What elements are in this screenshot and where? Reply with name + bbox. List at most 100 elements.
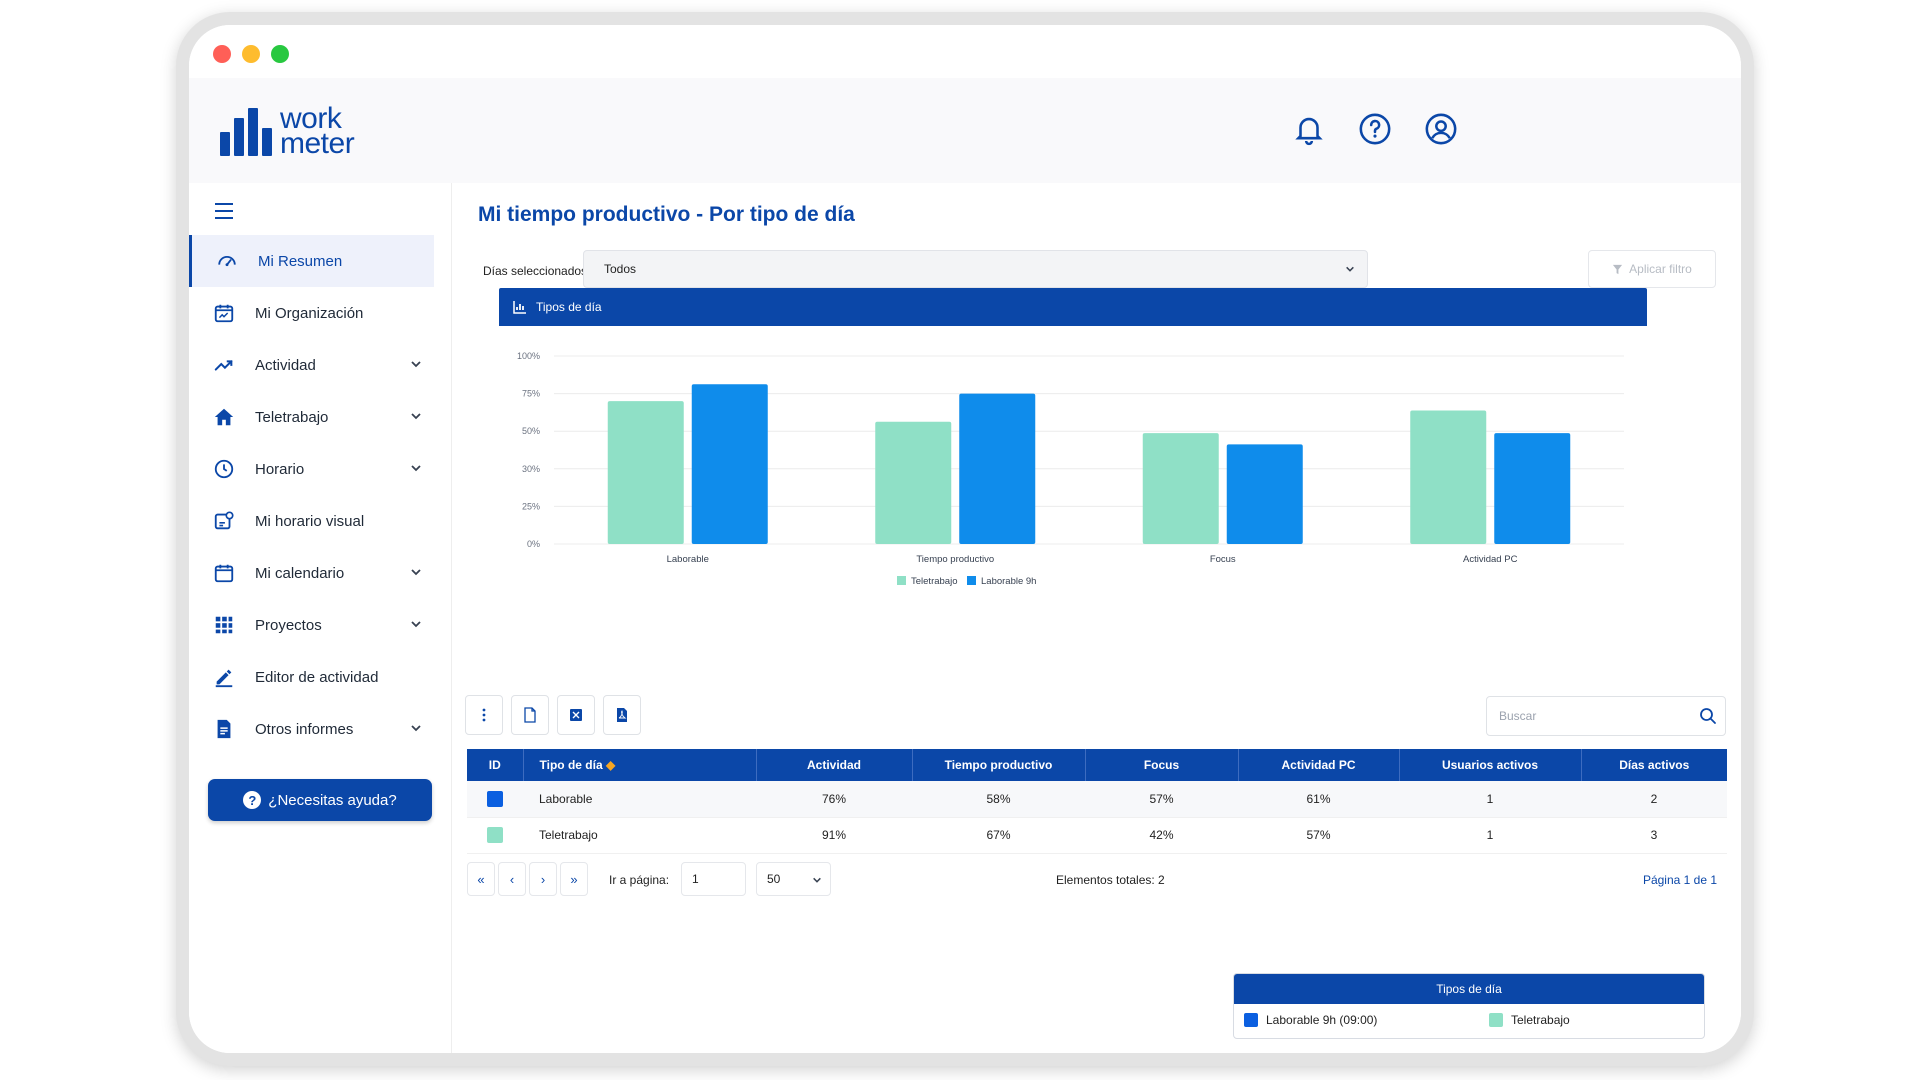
sidebar-item-editor-de-actividad[interactable]: Editor de actividad xyxy=(189,651,434,703)
sidebar-item-label: Teletrabajo xyxy=(255,408,329,426)
user-circle-icon[interactable] xyxy=(1424,112,1458,146)
x-tick-label: Actividad PC xyxy=(1463,554,1518,565)
chart-title: Tipos de día xyxy=(536,300,602,314)
filter-bar: Días seleccionados Todos xyxy=(473,238,1473,296)
logo-bars-icon xyxy=(220,108,272,156)
col-header-dias[interactable]: Días activos xyxy=(1581,749,1727,781)
cell-tiempo: 67% xyxy=(912,817,1085,854)
visual-schedule-icon xyxy=(214,511,234,530)
hamburger-menu-icon[interactable] xyxy=(215,203,233,224)
sidebar-item-label: Mi Resumen xyxy=(258,252,343,270)
search-icon[interactable] xyxy=(1699,707,1717,725)
cell-focus: 57% xyxy=(1085,781,1238,818)
sidebar-nav: Mi Resumen Mi Organización Actividad Tel… xyxy=(189,235,434,755)
col-header-pc[interactable]: Actividad PC xyxy=(1238,749,1400,781)
row-color-swatch xyxy=(487,790,503,807)
legend-label: Teletrabajo xyxy=(1511,1013,1570,1027)
report-icon xyxy=(217,719,231,739)
export-file-button[interactable] xyxy=(511,695,549,735)
question-icon: ? xyxy=(243,791,262,809)
sidebar-item-proyectos[interactable]: Proyectos xyxy=(189,599,434,651)
col-header-usuarios[interactable]: Usuarios activos xyxy=(1399,749,1582,781)
y-tick-label: 50% xyxy=(522,426,540,436)
export-pdf-button[interactable] xyxy=(603,695,641,735)
y-tick-label: 25% xyxy=(522,501,540,511)
sidebar-item-teletrabajo[interactable]: Teletrabajo xyxy=(189,391,434,443)
col-header-tipo-label: Tipo de día xyxy=(539,758,603,772)
sidebar-item-label: Actividad xyxy=(255,356,316,374)
sidebar-item-label: Mi calendario xyxy=(255,564,345,582)
pencil-icon xyxy=(215,669,233,688)
table-row[interactable]: Teletrabajo 91% 67% 42% 57% 1 3 xyxy=(467,817,1727,854)
excel-icon xyxy=(570,709,582,721)
legend-item: Teletrabajo xyxy=(1489,1013,1570,1027)
pagination: « ‹ › » Ir a página: 1 50 Elementos tota… xyxy=(467,859,1727,899)
days-select[interactable]: Todos xyxy=(583,250,1368,288)
bar xyxy=(1142,433,1219,544)
sidebar-item-mi-organizacion[interactable]: Mi Organización xyxy=(189,287,434,339)
col-header-tipo[interactable]: Tipo de día ◆ xyxy=(523,749,757,781)
table-toolbar xyxy=(465,695,641,735)
col-header-tiempo[interactable]: Tiempo productivo xyxy=(912,749,1086,781)
help-circle-icon[interactable] xyxy=(1358,112,1392,146)
page-size-select[interactable]: 50 xyxy=(756,862,831,896)
cell-pc: 57% xyxy=(1238,817,1399,854)
browser-window: work meter Mi Resumen Mi Organización Ac… xyxy=(176,12,1754,1066)
legend-swatch xyxy=(897,576,906,585)
last-page-button[interactable]: » xyxy=(560,862,588,896)
logo-word-1: work xyxy=(280,102,342,135)
y-tick-label: 100% xyxy=(517,351,540,361)
search-placeholder: Buscar xyxy=(1499,709,1537,723)
sidebar-item-mi-calendario[interactable]: Mi calendario xyxy=(189,547,434,599)
export-excel-button[interactable] xyxy=(557,695,595,735)
sidebar-item-otros-informes[interactable]: Otros informes xyxy=(189,703,434,755)
logo-word-2: meter xyxy=(280,127,355,160)
close-window-button[interactable] xyxy=(213,45,231,63)
bar xyxy=(959,393,1036,544)
cell-tipo: Laborable xyxy=(523,781,756,818)
x-tick-label: Laborable xyxy=(667,554,709,565)
cell-focus: 42% xyxy=(1085,817,1238,854)
bar xyxy=(875,421,952,544)
prev-page-button[interactable]: ‹ xyxy=(498,862,526,896)
table-row[interactable]: Laborable 76% 58% 57% 61% 1 2 xyxy=(467,781,1727,818)
first-page-button[interactable]: « xyxy=(467,862,495,896)
cell-actividad: 91% xyxy=(756,817,912,854)
col-header-id[interactable]: ID xyxy=(467,749,524,781)
bar xyxy=(1226,444,1303,544)
col-header-actividad[interactable]: Actividad xyxy=(756,749,913,781)
chevron-down-icon xyxy=(411,361,421,368)
search-input[interactable]: Buscar xyxy=(1486,696,1726,736)
next-page-button[interactable]: › xyxy=(529,862,557,896)
page-title: Mi tiempo productivo - Por tipo de día xyxy=(478,203,855,226)
sidebar-item-actividad[interactable]: Actividad xyxy=(189,339,434,391)
chevron-down-icon xyxy=(1346,266,1354,272)
goto-page-input[interactable]: 1 xyxy=(681,862,746,896)
workmeter-logo[interactable]: work meter xyxy=(220,102,355,160)
maximize-window-button[interactable] xyxy=(271,45,289,63)
sidebar-item-label: Mi horario visual xyxy=(255,512,365,530)
bell-icon[interactable] xyxy=(1292,112,1326,146)
data-table: ID Tipo de día ◆ Actividad Tiempo produc… xyxy=(467,749,1727,854)
sidebar-item-mi-resumen[interactable]: Mi Resumen xyxy=(189,235,434,287)
x-tick-label: Focus xyxy=(1210,554,1236,565)
minimize-window-button[interactable] xyxy=(242,45,260,63)
sidebar-item-label: Horario xyxy=(255,460,305,478)
bar xyxy=(607,401,684,544)
filter-icon xyxy=(1613,264,1623,274)
row-color-swatch xyxy=(487,827,503,843)
more-options-button[interactable] xyxy=(465,695,503,735)
calendar-icon xyxy=(214,564,234,583)
col-header-focus[interactable]: Focus xyxy=(1085,749,1239,781)
sidebar-item-horario[interactable]: Horario xyxy=(189,443,434,495)
y-tick-label: 0% xyxy=(527,539,540,549)
chevron-down-icon xyxy=(411,465,421,472)
sidebar-item-mi-horario-visual[interactable]: Mi horario visual xyxy=(189,495,434,547)
cell-pc: 61% xyxy=(1238,781,1399,818)
chart-icon xyxy=(513,301,526,314)
help-button[interactable]: ? ¿Necesitas ayuda? xyxy=(208,779,432,821)
chart-card: Tipos de día 100% 75% 50% 30% 25% 0% Laborable… xyxy=(499,288,1647,678)
cell-usuarios: 1 xyxy=(1399,781,1581,818)
legend-label: Laborable 9h (09:00) xyxy=(1266,1013,1378,1027)
apply-filter-button[interactable]: Aplicar filtro xyxy=(1588,250,1716,288)
